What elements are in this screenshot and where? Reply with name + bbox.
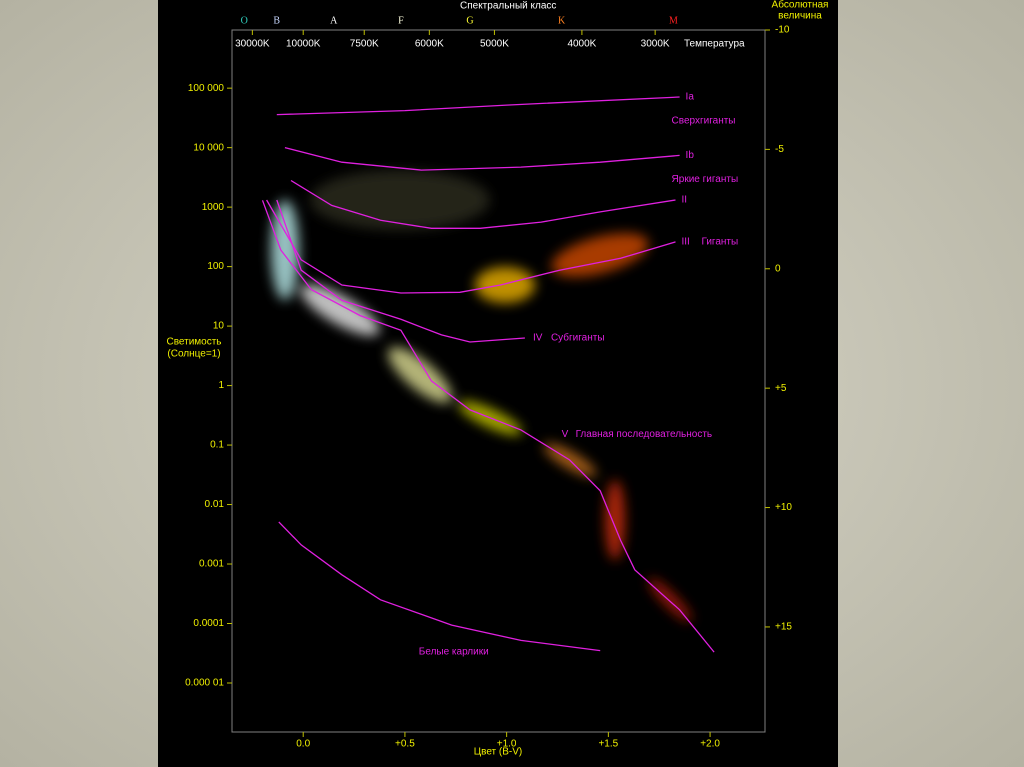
x-tick-label: +0.5 xyxy=(395,739,415,750)
x2-tick-label: 10000K xyxy=(286,39,321,50)
spectral-class: B xyxy=(273,15,280,26)
slide-background xyxy=(158,0,838,767)
star-cloud xyxy=(271,200,299,300)
star-cloud xyxy=(388,347,452,403)
y-tick-label: 100 000 xyxy=(188,83,225,94)
y-axis-title: (Солнце=1) xyxy=(167,349,220,360)
y-tick-label: 1000 xyxy=(202,202,225,213)
y-tick-label: 0.001 xyxy=(199,559,224,570)
x-tick-label: +1.5 xyxy=(598,739,618,750)
series-name: Ib xyxy=(686,150,695,161)
x2-tick-label: 5000K xyxy=(480,39,509,50)
luminosity-class-line xyxy=(266,199,676,294)
series-name: IV xyxy=(533,333,543,344)
series-label: Яркие гиганты xyxy=(672,174,739,185)
x2-tick-label: 7500K xyxy=(350,39,379,50)
star-cloud xyxy=(551,233,649,277)
luminosity-class-line xyxy=(261,200,715,653)
chart-title: Спектральный класс xyxy=(460,1,556,12)
star-cloud xyxy=(310,170,490,230)
luminosity-class-line xyxy=(290,179,676,229)
x2-tick-label: 30000K xyxy=(235,39,270,50)
y2-axis-title: Абсолютная xyxy=(772,0,829,11)
y-tick-label: 10 000 xyxy=(193,142,224,153)
star-cloud xyxy=(300,284,380,336)
x-axis-title: Цвет (B-V) xyxy=(474,747,523,758)
x2-tick-label: 4000K xyxy=(567,39,596,50)
y-tick-label: 0.000 01 xyxy=(185,678,224,689)
series-label: Сверхгиганты xyxy=(672,116,736,127)
series-label: Гиганты xyxy=(701,237,738,248)
series-name: V xyxy=(562,429,569,440)
y2-tick-label: 0 xyxy=(775,263,781,274)
y-tick-label: 10 xyxy=(213,321,225,332)
spectral-class: M xyxy=(669,15,678,26)
star-cloud xyxy=(475,267,535,303)
y-tick-label: 0.01 xyxy=(205,499,225,510)
y2-tick-label: +15 xyxy=(775,622,792,633)
y-tick-label: 0.0001 xyxy=(193,618,224,629)
y-axis-title: Светимость xyxy=(166,337,221,348)
y2-tick-label: -5 xyxy=(775,144,784,155)
x-tick-label: +2.0 xyxy=(700,739,720,750)
star-cloud xyxy=(605,480,625,560)
series-name: II xyxy=(681,195,687,206)
x2-axis-title: Температура xyxy=(684,39,745,50)
spectral-class: O xyxy=(241,15,248,26)
y-tick-label: 100 xyxy=(207,261,224,272)
luminosity-class-line xyxy=(278,521,601,652)
y2-tick-label: -10 xyxy=(775,25,790,36)
spectral-class: A xyxy=(330,15,338,26)
x-tick-label: +1.0 xyxy=(497,739,517,750)
y2-tick-label: +10 xyxy=(775,502,792,513)
series-name: Ia xyxy=(686,92,695,103)
series-name: III xyxy=(681,237,689,248)
x2-tick-label: 6000K xyxy=(415,39,444,50)
plot-frame xyxy=(231,29,766,733)
x2-tick-label: 3000K xyxy=(641,39,670,50)
y2-axis-title: величина xyxy=(778,11,822,22)
spectral-class: K xyxy=(558,15,566,26)
x-tick-label: 0.0 xyxy=(296,739,310,750)
luminosity-class-line xyxy=(276,96,680,116)
y-tick-label: 0.1 xyxy=(210,440,224,451)
luminosity-class-line xyxy=(284,146,680,171)
series-name: Белые карлики xyxy=(419,647,489,658)
spectral-class: F xyxy=(398,15,404,26)
luminosity-class-line xyxy=(276,199,525,343)
spectral-class: G xyxy=(466,15,473,26)
series-label: Главная последовательность xyxy=(576,429,713,440)
series-label: Субгиганты xyxy=(551,332,605,344)
y2-tick-label: +5 xyxy=(775,383,787,394)
y-tick-label: 1 xyxy=(218,380,224,391)
